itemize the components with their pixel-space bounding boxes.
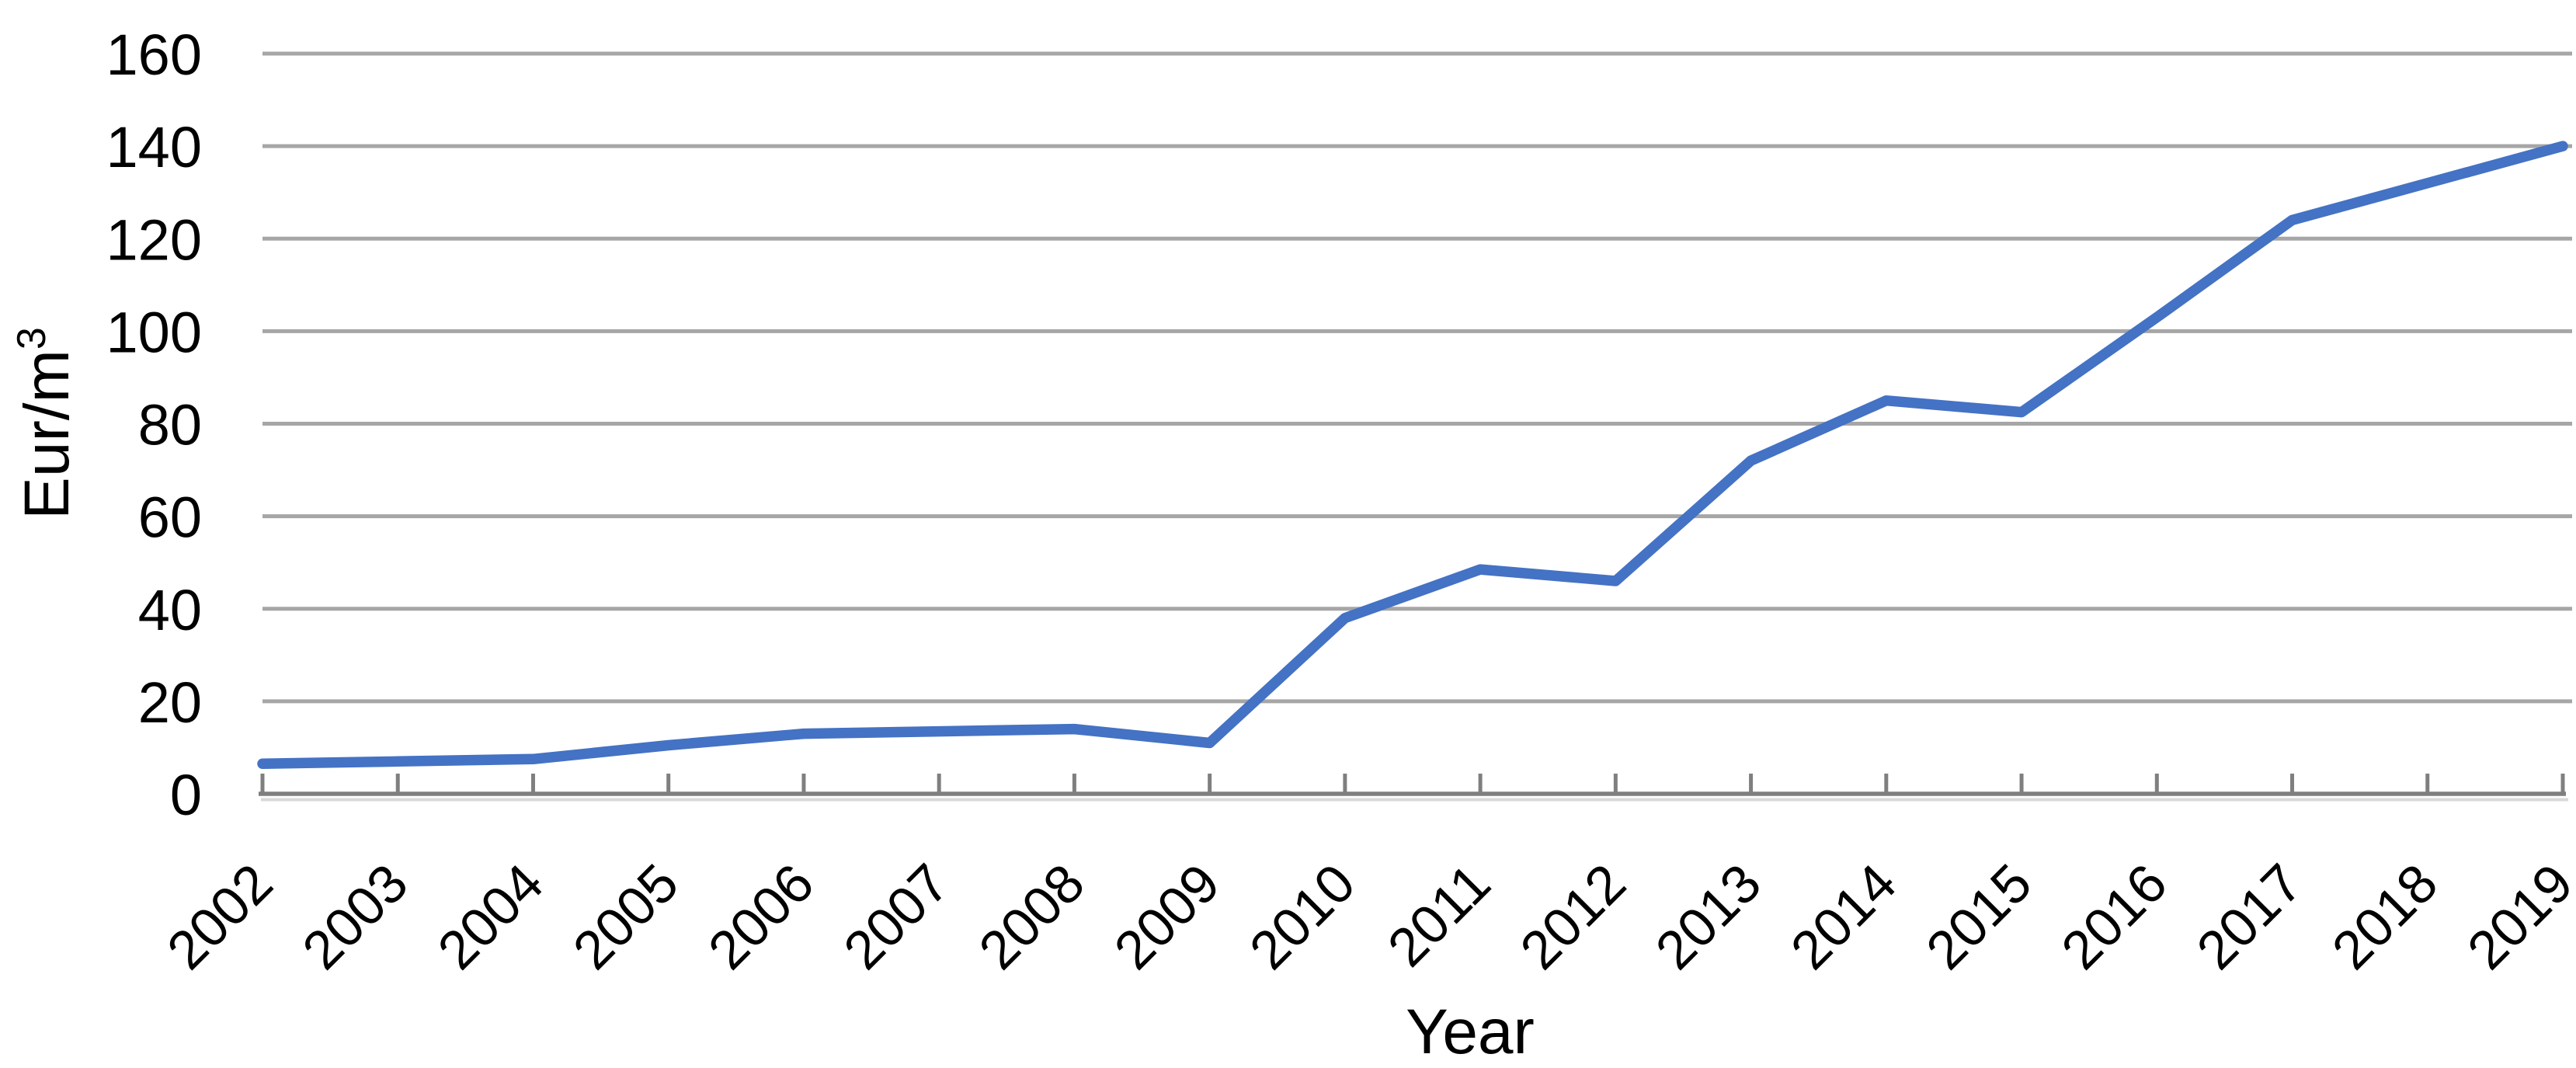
gridlines-group — [262, 51, 2572, 704]
y-tick-labels-group: 0 20 40 60 80 100 120 140 160 — [106, 23, 202, 827]
y-axis-title: Eur/m3 — [9, 327, 82, 520]
axis-titles-group: Year Eur/m3 — [9, 327, 1535, 1067]
x-tick-label-2009: 2009 — [1103, 852, 1231, 980]
x-tick-label-2016: 2016 — [2050, 852, 2178, 980]
y-tick-label-0: 0 — [170, 763, 202, 827]
y-tick-label-140: 140 — [106, 115, 202, 179]
x-tick-label-2017: 2017 — [2185, 852, 2314, 980]
x-tick-label-2018: 2018 — [2320, 852, 2449, 980]
x-tick-label-2010: 2010 — [1238, 852, 1366, 980]
x-tick-label-2006: 2006 — [697, 852, 825, 980]
x-axis-group — [259, 774, 2568, 802]
x-tick-label-2014: 2014 — [1779, 852, 1907, 980]
x-tick-label-2004: 2004 — [426, 852, 554, 980]
price-line-series — [257, 141, 2568, 770]
x-tick-label-2012: 2012 — [1509, 852, 1637, 980]
y-tick-label-80: 80 — [138, 393, 202, 457]
x-tick-label-2011: 2011 — [1376, 852, 1502, 978]
x-tick-label-2019: 2019 — [2456, 852, 2576, 980]
x-tick-label-2003: 2003 — [291, 852, 419, 980]
x-tick-label-2015: 2015 — [1914, 852, 2042, 980]
x-tick-label-2002: 2002 — [155, 852, 283, 980]
series-group — [257, 141, 2568, 770]
x-tick-label-2007: 2007 — [833, 852, 961, 980]
x-tick-labels-group: 2002 2003 2004 2005 2006 2007 2008 2009 2010 2011… — [155, 852, 2576, 980]
x-tick-label-2013: 2013 — [1644, 852, 1772, 980]
x-tick-label-2008: 2008 — [968, 852, 1096, 980]
x-tick-label-2005: 2005 — [561, 852, 690, 980]
y-tick-label-160: 160 — [106, 23, 202, 87]
y-tick-label-120: 120 — [106, 207, 202, 272]
x-axis-title: Year — [1406, 997, 1535, 1067]
y-tick-label-40: 40 — [138, 578, 202, 642]
y-tick-label-100: 100 — [106, 300, 202, 364]
y-tick-label-60: 60 — [138, 485, 202, 550]
y-tick-label-20: 20 — [138, 670, 202, 735]
